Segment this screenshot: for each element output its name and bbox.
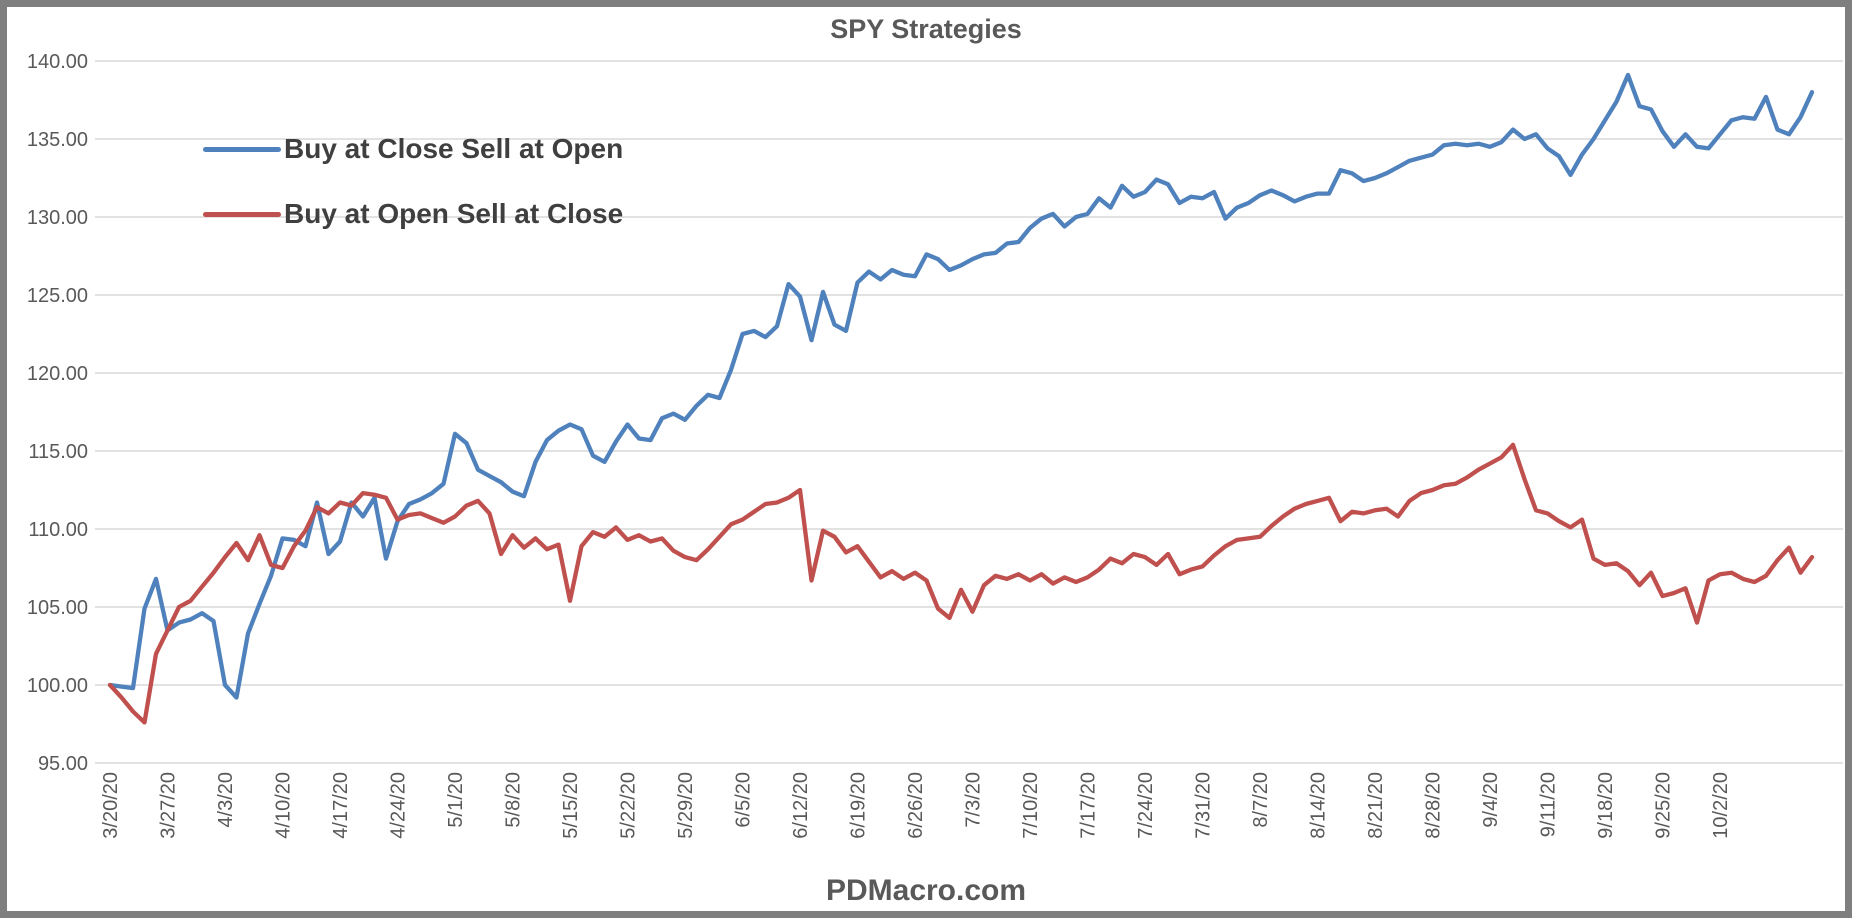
x-axis-tick-label: 4/3/20 [215,772,237,828]
legend-item-buy-at-open-sell-at-close[interactable]: Buy at Open Sell at Close [203,198,623,230]
x-axis-tick-label: 7/3/20 [963,772,985,828]
chart-title: SPY Strategies [830,14,1022,44]
x-axis-tick-label: 10/2/20 [1710,772,1732,839]
x-axis-tick-label: 5/22/20 [618,772,640,839]
y-axis-tick-label: 95.00 [38,753,88,775]
x-axis-tick-label: 9/11/20 [1538,772,1560,837]
legend-line-swatch-blue [203,146,281,152]
series-lines [107,72,1815,725]
x-axis-tick-label: 3/27/20 [158,772,180,839]
x-axis-tick-label: 5/15/20 [560,772,582,839]
y-axis-tick-label: 100.00 [27,675,88,697]
y-axis-tick-label: 110.00 [28,519,88,541]
x-axis-tick-label: 8/7/20 [1250,772,1272,828]
x-axis-tick-label: 6/26/20 [905,772,927,839]
x-axis-tick-label: 9/18/20 [1595,772,1617,839]
y-axis-tick-label: 130.00 [27,207,88,229]
y-axis-tick-label: 140.00 [27,51,88,73]
y-axis-tick-label: 120.00 [27,363,88,385]
legend-line-swatch-red [203,211,281,217]
x-axis-tick-label: 6/5/20 [733,772,755,828]
x-axis-tick-label: 8/21/20 [1365,772,1387,839]
x-axis-tick-label: 7/10/20 [1020,772,1042,839]
x-axis-tick-label: 7/24/20 [1135,772,1157,839]
x-axis-tick-label: 5/29/20 [675,772,697,839]
x-axis-tick-label: 6/12/20 [790,772,812,839]
source-watermark: PDMacro.com [825,874,1027,907]
y-axis-tick-label: 105.00 [27,597,88,619]
x-axis-tick-label: 7/17/20 [1078,772,1100,839]
x-axis-tick-label: 9/25/20 [1653,772,1675,839]
gridlines [95,60,1843,764]
x-axis-tick-label: 5/8/20 [503,772,525,828]
x-axis-tick-label: 3/20/20 [100,772,122,839]
legend: Buy at Close Sell at Open Buy at Open Se… [203,133,623,230]
x-axis-tick-label: 8/14/20 [1308,772,1330,839]
legend-item-buy-at-close-sell-at-open[interactable]: Buy at Close Sell at Open [203,133,623,165]
x-axis-tick-label: 4/24/20 [388,772,410,839]
x-axis-labels: 3/20/20 3/27/20 4/3/20 4/10/20 4/17/20 4/24/2… [100,772,1732,839]
y-axis-tick-label: 125.00 [27,285,88,307]
y-axis-labels: 95.00 100.00 105.00 110.00 115.00 120.00 125.0… [27,51,88,775]
x-axis-tick-label: 8/28/20 [1423,772,1445,839]
y-axis-tick-label: 135.00 [27,129,88,151]
x-axis-tick-label: 9/4/20 [1480,772,1502,828]
series-line-buy-at-open-sell-at-close[interactable] [107,442,1815,725]
x-axis-tick-label: 7/31/20 [1193,772,1215,839]
x-axis-tick-label: 6/19/20 [848,772,870,839]
legend-label: Buy at Open Sell at Close [284,198,624,229]
legend-label: Buy at Close Sell at Open [284,133,624,164]
series-line-buy-at-close-sell-at-open[interactable] [107,72,1815,700]
x-axis-tick-label: 4/10/20 [273,772,295,839]
x-axis-tick-label: 4/17/20 [330,772,352,839]
y-axis-tick-label: 115.00 [28,441,88,463]
x-axis-tick-label: 5/1/20 [445,772,467,828]
